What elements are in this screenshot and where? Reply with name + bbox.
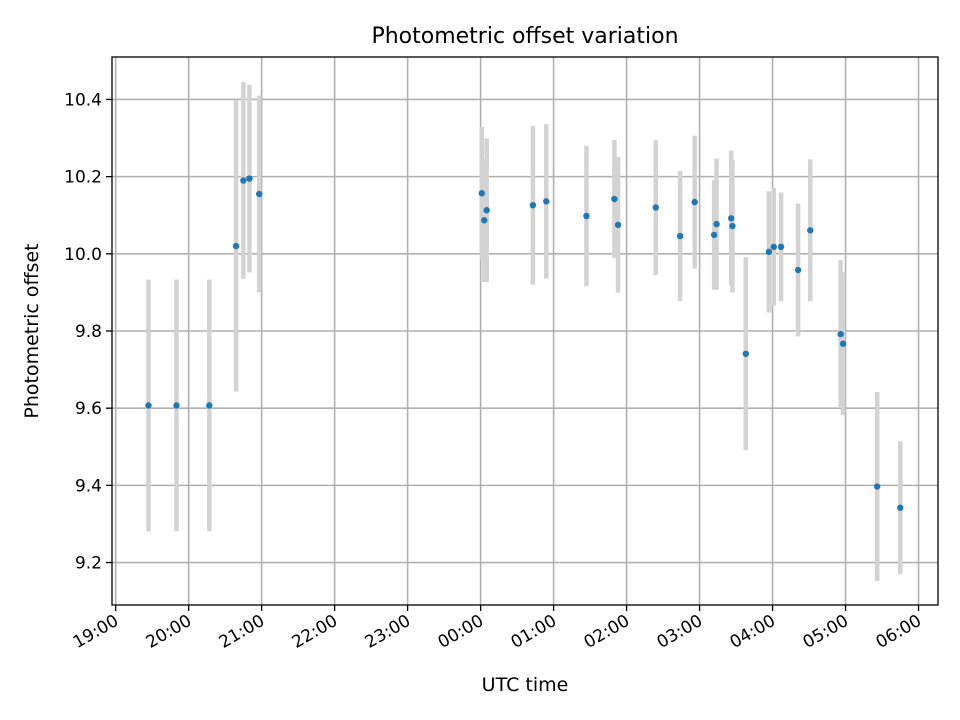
x-tick-label: 04:00 — [727, 611, 779, 653]
data-point — [611, 195, 618, 203]
data-point — [173, 402, 180, 409]
data-point — [481, 217, 488, 224]
x-tick-label: 21:00 — [216, 611, 268, 653]
data-point — [529, 201, 537, 209]
data-point — [206, 402, 213, 409]
data-point — [710, 231, 718, 239]
y-tick-label: 9.8 — [75, 322, 102, 342]
x-axis-label: UTC time — [482, 674, 569, 696]
x-tick-label: 23:00 — [362, 611, 414, 653]
y-tick-label: 10.0 — [64, 245, 102, 265]
data-point — [742, 350, 749, 357]
data-point — [652, 204, 659, 211]
y-tick-label: 9.6 — [75, 399, 102, 419]
y-tick-label: 9.2 — [75, 554, 102, 574]
data-point — [839, 340, 847, 347]
chart-title: Photometric offset variation — [371, 24, 678, 49]
data-point — [873, 483, 881, 490]
x-tick-label: 19:00 — [70, 611, 122, 653]
data-point — [543, 198, 550, 205]
x-tick-label: 20:00 — [143, 611, 195, 653]
x-tick-label: 22:00 — [289, 611, 341, 653]
data-point — [246, 175, 253, 182]
data-point — [837, 330, 844, 338]
data-point — [483, 207, 490, 214]
y-tick-label: 10.4 — [64, 90, 102, 110]
data-point — [897, 504, 904, 511]
data-point — [807, 227, 814, 234]
data-point — [614, 221, 622, 229]
x-tick-label: 06:00 — [873, 611, 925, 653]
data-point — [232, 242, 240, 250]
data-point — [676, 232, 684, 240]
x-tick-label: 02:00 — [581, 611, 633, 653]
data-point — [713, 220, 720, 228]
data-point — [794, 266, 802, 274]
data-point — [691, 198, 698, 206]
data-point — [765, 248, 773, 256]
data-points — [145, 175, 904, 511]
x-tick-label: 00:00 — [435, 611, 487, 653]
x-tick-label: 05:00 — [800, 611, 852, 653]
data-point — [727, 215, 735, 222]
data-point — [240, 177, 247, 184]
y-axis-label: Photometric offset — [21, 243, 43, 418]
data-point — [777, 243, 785, 251]
data-point — [729, 222, 736, 230]
data-point — [145, 402, 152, 409]
data-point — [478, 190, 486, 197]
data-point — [583, 212, 590, 220]
y-tick-label: 10.2 — [64, 168, 102, 188]
x-tick-label: 03:00 — [654, 611, 706, 653]
y-tick-label: 9.4 — [75, 476, 102, 496]
data-point — [255, 190, 263, 198]
x-tick-label: 01:00 — [508, 611, 560, 653]
data-point — [770, 243, 777, 251]
ticks: 19:00 20:00 21:00 22:00 23:00 00:00 01:00 02:00… — [64, 90, 925, 652]
